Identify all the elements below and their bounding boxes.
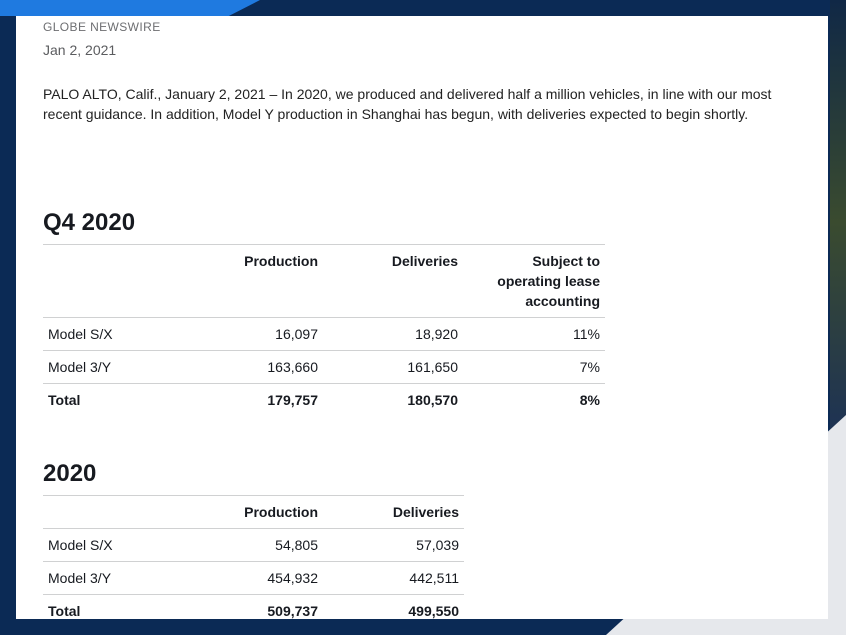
table-row: Model 3/Y 454,932 442,511 <box>43 561 464 595</box>
column-header-production: Production <box>183 495 323 529</box>
article-page: GLOBE NEWSWIRE Jan 2, 2021 PALO ALTO, Ca… <box>16 16 828 619</box>
table-row: Model S/X 54,805 57,039 <box>43 528 464 562</box>
year-table: Production Deliveries Model S/X 54,805 5… <box>43 495 464 619</box>
background-accent-stripe <box>0 0 260 16</box>
column-header-deliveries: Deliveries <box>323 495 464 529</box>
production-cell: 179,757 <box>183 383 323 416</box>
lease-cell: 11% <box>463 317 605 351</box>
publish-date: Jan 2, 2021 <box>43 42 117 58</box>
q4-table: Production Deliveries Subject to operati… <box>43 244 605 416</box>
column-header-deliveries: Deliveries <box>323 244 463 318</box>
deliveries-cell: 180,570 <box>323 383 463 416</box>
intro-paragraph: PALO ALTO, Calif., January 2, 2021 – In … <box>43 86 772 122</box>
row-label: Model 3/Y <box>43 561 183 595</box>
production-cell: 16,097 <box>183 317 323 351</box>
table-header-row: Production Deliveries Subject to operati… <box>43 244 605 318</box>
production-cell: 509,737 <box>183 594 323 619</box>
deliveries-cell: 57,039 <box>323 528 464 562</box>
lease-cell: 8% <box>463 383 605 416</box>
production-cell: 54,805 <box>183 528 323 562</box>
deliveries-cell: 161,650 <box>323 350 463 384</box>
row-label: Total <box>43 594 183 619</box>
table-row: Model 3/Y 163,660 161,650 7% <box>43 350 605 384</box>
deliveries-cell: 18,920 <box>323 317 463 351</box>
news-source: GLOBE NEWSWIRE <box>43 20 161 34</box>
row-label: Total <box>43 383 183 416</box>
production-cell: 163,660 <box>183 350 323 384</box>
column-header-production: Production <box>183 244 323 318</box>
table-row: Model S/X 16,097 18,920 11% <box>43 317 605 351</box>
row-label: Model 3/Y <box>43 350 183 384</box>
column-header <box>43 495 183 529</box>
table-total-row: Total 509,737 499,550 <box>43 594 464 619</box>
year-section-title: 2020 <box>43 460 97 487</box>
row-label: Model S/X <box>43 528 183 562</box>
production-cell: 454,932 <box>183 561 323 595</box>
column-header-lease: Subject to operating lease accounting <box>463 244 605 318</box>
table-total-row: Total 179,757 180,570 8% <box>43 383 605 416</box>
deliveries-cell: 499,550 <box>323 594 464 619</box>
q4-section-title: Q4 2020 <box>43 209 136 236</box>
column-header <box>43 244 183 318</box>
table-header-row: Production Deliveries <box>43 495 464 529</box>
row-label: Model S/X <box>43 317 183 351</box>
deliveries-cell: 442,511 <box>323 561 464 595</box>
lease-cell: 7% <box>463 350 605 384</box>
